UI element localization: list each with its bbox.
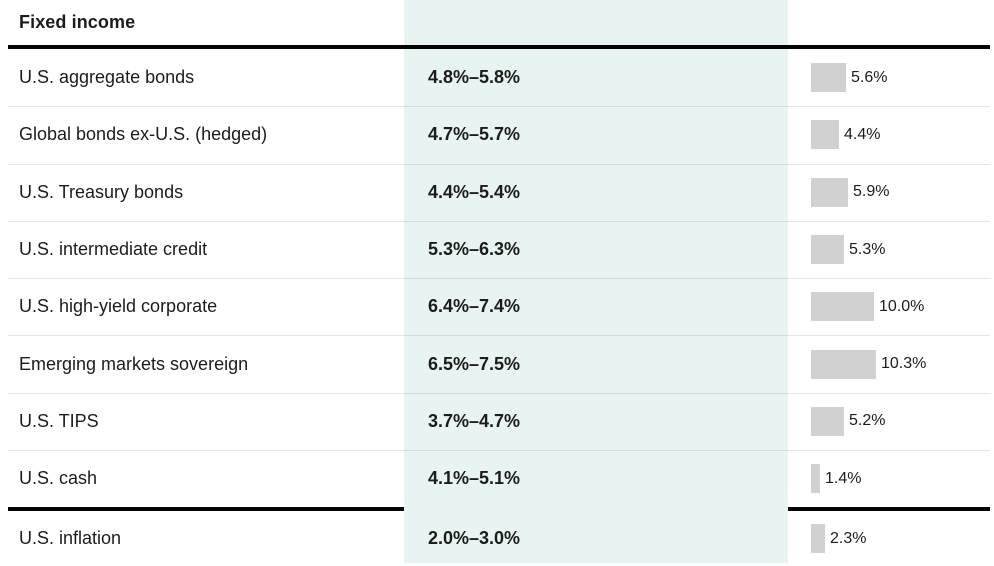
return-range: 6.5%–7.5% [428,353,521,374]
volatility-label: 4.4% [844,125,881,143]
table-row: U.S. intermediate credit 5.3%–6.3% 5.3% [0,220,994,278]
return-range: 4.1%–5.1% [428,468,521,489]
volatility-cell: 5.9% [788,164,994,221]
return-range: 4.7%–5.7% [428,124,521,145]
volatility-cell: 5.3% [788,221,994,278]
volatility-label: 10.0% [879,297,925,315]
table-row: U.S. high-yield corporate 6.4%–7.4% 10.0… [0,278,994,335]
volatility-cell: 10.3% [788,335,994,392]
volatility-label: 5.6% [851,68,888,86]
return-range: 4.8%–5.8% [428,67,521,88]
volatility-bar [811,177,848,207]
table-row: U.S. cash 4.1%–5.1% 1.4% [0,450,994,507]
forecast-column-highlight [404,0,788,563]
asset-label: U.S. aggregate bonds [19,67,195,88]
volatility-bar [811,63,846,93]
volatility-bar [811,406,844,436]
volatility-cell: 4.4% [788,106,994,163]
volatility-bar [811,464,820,494]
table-row: Global bonds ex-U.S. (hedged) 4.7%–5.7% … [0,106,994,163]
volatility-cell: 5.2% [788,393,994,450]
table-header: Fixed income [0,0,994,45]
asset-rows: U.S. aggregate bonds 4.8%–5.8% 5.6% Glob… [0,49,994,507]
asset-label: U.S. cash [19,468,98,489]
volatility-label: 5.2% [849,412,886,430]
volatility-cell: 10.0% [788,278,994,335]
volatility-cell: 2.3% [788,511,994,566]
asset-label: U.S. inflation [19,528,122,549]
return-range: 5.3%–6.3% [428,239,521,260]
asset-label: U.S. high-yield corporate [19,296,218,317]
volatility-label: 10.3% [881,355,927,373]
inflation-row-group: U.S. inflation 2.0%–3.0% 2.3% [0,511,994,566]
table-row: U.S. Treasury bonds 4.4%–5.4% 5.9% [0,163,994,221]
asset-label: Global bonds ex-U.S. (hedged) [19,124,268,145]
asset-label: Emerging markets sovereign [19,353,249,374]
asset-label: U.S. Treasury bonds [19,181,184,202]
volatility-label: 1.4% [825,469,862,487]
volatility-bar [811,524,825,554]
table-row: U.S. inflation 2.0%–3.0% 2.3% [0,511,994,566]
asset-label: U.S. TIPS [19,410,99,431]
table-row: Emerging markets sovereign 6.5%–7.5% 10.… [0,335,994,392]
return-range: 2.0%–3.0% [428,528,521,549]
header-divider [8,45,990,49]
volatility-bar [811,120,839,150]
asset-label: U.S. intermediate credit [19,239,208,260]
volatility-bar [811,349,876,379]
return-range: 6.4%–7.4% [428,296,521,317]
table-row: U.S. aggregate bonds 4.8%–5.8% 5.6% [0,49,994,106]
section-title: Fixed income [19,12,136,32]
volatility-label: 5.3% [849,240,886,258]
return-range: 4.4%–5.4% [428,181,521,202]
volatility-bar [811,292,874,322]
volatility-bar [811,235,844,265]
return-range: 3.7%–4.7% [428,410,521,431]
volatility-cell: 5.6% [788,49,994,106]
table-row: U.S. TIPS 3.7%–4.7% 5.2% [0,392,994,450]
volatility-label: 5.9% [853,183,890,201]
volatility-label: 2.3% [830,529,867,547]
volatility-cell: 1.4% [788,450,994,507]
